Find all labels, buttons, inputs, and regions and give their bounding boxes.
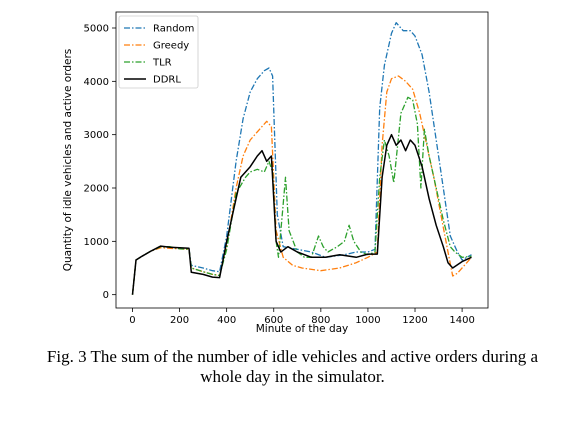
y-tick-label: 0	[103, 290, 109, 301]
x-tick-label: 1400	[449, 315, 474, 326]
series-lines	[131, 22, 472, 295]
legend-label-greedy: Greedy	[153, 41, 189, 52]
legend-label-ddrl: DDRL	[153, 75, 181, 86]
x-tick-label: 200	[170, 315, 189, 326]
x-tick-label: 600	[264, 315, 283, 326]
y-tick-label: 1000	[84, 237, 109, 248]
x-tick-label: 800	[311, 315, 330, 326]
x-tick-label: 0	[129, 315, 135, 326]
y-tick-label: 4000	[84, 77, 109, 88]
legend-items: Random Greedy TLR DDRL	[124, 24, 194, 86]
x-tick-label: 1000	[355, 315, 380, 326]
y-tick-label: 5000	[84, 24, 109, 35]
y-tick-label: 3000	[84, 130, 109, 141]
legend-label-tlr: TLR	[152, 58, 172, 69]
legend-label-random: Random	[153, 24, 194, 35]
x-tick-label: 400	[217, 315, 236, 326]
caption-line-1: Fig. 3 The sum of the number of idle veh…	[46, 347, 539, 366]
series-line-greedy	[131, 75, 472, 295]
legend: Random Greedy TLR DDRL	[118, 15, 199, 89]
axis-ticks: 0 200 400 600 800 1000 1200 1400 0 1000 2000 3000 40…	[84, 24, 475, 327]
x-tick-label: 1200	[402, 315, 427, 326]
legend-box	[118, 15, 199, 89]
caption-line-2: whole day in the simulator.	[200, 367, 385, 386]
y-axis-label: Quantity of idle vehicles and active ord…	[62, 49, 74, 271]
figure-caption: Fig. 3 The sum of the number of idle veh…	[0, 347, 585, 387]
line-chart: 0 200 400 600 800 1000 1200 1400 0 1000 2000 3000 40…	[62, 11, 489, 335]
series-line-ddrl	[131, 133, 472, 295]
y-tick-label: 2000	[84, 184, 109, 195]
x-axis-label: Minute of the day	[256, 323, 349, 335]
